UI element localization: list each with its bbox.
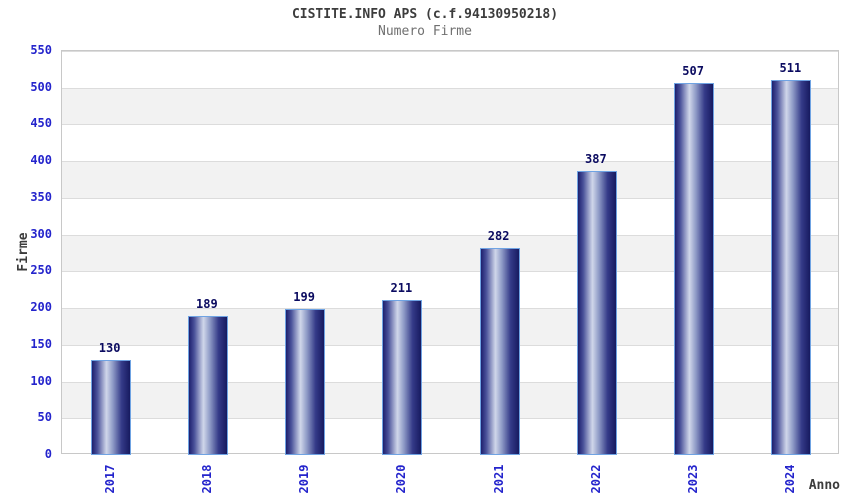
gridline	[62, 234, 838, 236]
y-tick-label: 300	[30, 226, 52, 241]
y-tick-label: 500	[30, 79, 52, 94]
bar	[576, 170, 617, 455]
gridline	[62, 51, 838, 52]
bar-value-label: 507	[682, 63, 704, 78]
bar	[187, 316, 228, 455]
y-axis-title: Firme	[16, 232, 31, 272]
gridline	[62, 197, 838, 199]
bar-value-label: 199	[293, 289, 315, 304]
gridline	[62, 344, 838, 346]
bar	[771, 79, 812, 455]
bar	[285, 308, 326, 455]
gridline	[62, 308, 838, 310]
grid-band	[62, 161, 838, 198]
bar-value-label: 130	[98, 340, 121, 355]
y-tick-label: 550	[30, 43, 52, 57]
gridline	[62, 271, 838, 273]
gridline	[62, 418, 838, 420]
y-tick-label: 350	[30, 189, 52, 204]
x-tick-label: 2024	[783, 464, 798, 494]
x-tick-label: 2023	[686, 464, 701, 494]
gridline	[62, 87, 838, 89]
grid-band	[62, 308, 838, 345]
x-axis-title: Anno	[808, 478, 840, 493]
bar-value-label: 387	[585, 151, 607, 166]
y-tick-label: 250	[30, 263, 52, 278]
x-tick-label: 2021	[491, 464, 506, 494]
gridline	[62, 381, 838, 383]
chart-subtitle: Numero Firme	[378, 24, 472, 39]
bar-value-label: 511	[779, 60, 802, 75]
x-tick-label: 2018	[199, 464, 214, 494]
grid-band	[62, 381, 838, 419]
x-tick-label: 2017	[102, 464, 117, 494]
y-tick-label: 100	[30, 373, 52, 388]
bar	[90, 359, 131, 455]
bar	[382, 300, 423, 455]
bar-value-label: 189	[196, 297, 218, 312]
x-tick-label: 2020	[394, 464, 409, 494]
y-tick-label: 200	[30, 300, 52, 315]
y-tick-label: 400	[30, 153, 52, 168]
x-tick-label: 2019	[297, 464, 312, 494]
bar-value-label: 282	[487, 228, 510, 243]
grid-band	[62, 87, 838, 125]
grid-band	[62, 234, 838, 272]
y-tick-label: 450	[30, 116, 52, 131]
plot-area	[61, 50, 839, 455]
bar	[479, 247, 520, 455]
bar	[674, 82, 715, 455]
gridline	[62, 161, 838, 163]
bar-value-label: 211	[390, 281, 413, 295]
y-tick-label: 0	[44, 447, 52, 461]
y-tick-label: 50	[37, 410, 52, 425]
chart-title: CISTITE.INFO APS (c.f.94130950218)	[291, 7, 559, 22]
y-tick-label: 150	[30, 336, 52, 351]
x-tick-label: 2022	[588, 464, 603, 494]
gridline	[62, 124, 838, 126]
